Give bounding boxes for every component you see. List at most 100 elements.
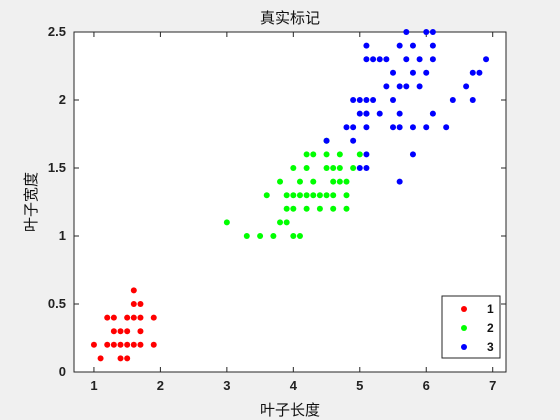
data-point-series-3 xyxy=(429,56,436,63)
x-tick-label: 7 xyxy=(489,378,496,393)
axis-ticks: 1 2 3 4 5 6 7 0 0.5 1 1.5 2 2.5 xyxy=(48,24,506,393)
data-point-series-1 xyxy=(110,328,117,335)
data-point-series-2 xyxy=(310,192,317,199)
data-point-series-2 xyxy=(290,233,297,239)
data-point-series-3 xyxy=(416,83,423,90)
data-point-series-3 xyxy=(423,69,430,76)
legend-label: 3 xyxy=(487,340,494,354)
data-point-series-2 xyxy=(336,151,343,158)
data-point-series-2 xyxy=(296,233,303,239)
data-point-series-2 xyxy=(283,219,290,226)
data-point-series-2 xyxy=(316,192,323,199)
x-tick-label: 4 xyxy=(290,378,298,393)
data-point-series-3 xyxy=(463,83,470,90)
data-point-series-3 xyxy=(356,165,363,171)
data-point-series-2 xyxy=(330,192,337,199)
data-point-series-3 xyxy=(403,29,410,35)
legend-label: 1 xyxy=(487,302,494,316)
data-point-series-3 xyxy=(350,124,357,131)
data-point-series-3 xyxy=(476,69,483,76)
data-point-series-3 xyxy=(323,137,330,144)
x-tick-label: 2 xyxy=(157,378,164,393)
data-point-series-2 xyxy=(270,233,277,239)
plot-area xyxy=(73,31,507,373)
data-point-series-1 xyxy=(130,301,137,307)
data-point-series-2 xyxy=(323,165,330,171)
data-point-series-1 xyxy=(124,355,131,362)
data-point-series-2 xyxy=(303,151,310,158)
data-point-series-3 xyxy=(423,124,430,131)
data-point-series-3 xyxy=(363,165,370,171)
data-point-series-2 xyxy=(330,178,337,185)
data-point-series-3 xyxy=(363,124,370,131)
data-point-series-3 xyxy=(363,42,370,49)
x-tick-label: 6 xyxy=(423,378,430,393)
data-point-series-3 xyxy=(363,97,370,103)
data-point-series-1 xyxy=(90,341,97,348)
data-point-series-2 xyxy=(257,233,264,239)
data-point-series-1 xyxy=(150,341,157,348)
data-point-series-2 xyxy=(316,205,323,212)
data-point-series-1 xyxy=(110,341,117,348)
data-point-series-1 xyxy=(137,301,144,307)
data-point-series-3 xyxy=(356,110,363,117)
x-tick-label: 1 xyxy=(90,378,97,393)
legend-label: 2 xyxy=(487,321,494,335)
data-point-series-2 xyxy=(283,205,290,212)
legend: 1 2 3 xyxy=(441,295,501,359)
y-tick-label: 0.5 xyxy=(48,296,66,311)
data-point-series-3 xyxy=(409,151,416,158)
data-point-series-2 xyxy=(303,192,310,199)
data-point-series-3 xyxy=(403,83,410,90)
data-point-series-2 xyxy=(296,192,303,199)
data-point-series-3 xyxy=(396,124,403,131)
data-point-series-2 xyxy=(290,165,297,171)
data-point-series-3 xyxy=(363,56,370,63)
data-point-series-3 xyxy=(350,97,357,103)
data-point-series-2 xyxy=(350,165,357,171)
data-point-series-3 xyxy=(449,97,456,103)
y-tick-label: 2 xyxy=(59,92,66,107)
data-point-series-2 xyxy=(330,165,337,171)
y-axis-title: 叶子宽度 xyxy=(22,172,40,232)
data-point-series-3 xyxy=(409,42,416,49)
data-point-series-2 xyxy=(356,151,363,158)
data-point-series-2 xyxy=(330,205,337,212)
data-point-series-3 xyxy=(423,29,430,35)
data-point-series-2 xyxy=(310,178,317,185)
data-point-series-3 xyxy=(356,97,363,103)
y-tick-label: 1 xyxy=(59,228,66,243)
data-point-series-3 xyxy=(396,178,403,185)
data-point-series-2 xyxy=(343,178,350,185)
data-point-series-2 xyxy=(223,219,230,226)
data-point-series-3 xyxy=(370,97,377,103)
data-point-series-1 xyxy=(150,314,157,321)
data-point-series-3 xyxy=(429,42,436,49)
data-point-series-2 xyxy=(336,165,343,171)
data-point-series-1 xyxy=(104,314,111,321)
data-point-series-3 xyxy=(443,124,450,131)
data-point-series-1 xyxy=(104,341,111,348)
data-point-series-2 xyxy=(296,178,303,185)
data-point-series-2 xyxy=(310,151,317,158)
data-point-series-3 xyxy=(370,56,377,63)
data-point-series-2 xyxy=(243,233,250,239)
data-point-series-3 xyxy=(390,124,397,131)
data-point-series-3 xyxy=(409,69,416,76)
x-tick-label: 3 xyxy=(223,378,230,393)
y-tick-label: 2.5 xyxy=(48,24,66,39)
data-point-series-3 xyxy=(363,110,370,117)
data-point-series-1 xyxy=(97,355,104,362)
data-point-series-1 xyxy=(130,287,137,294)
data-point-series-2 xyxy=(263,192,270,199)
data-point-series-1 xyxy=(124,341,131,348)
data-point-series-3 xyxy=(429,110,436,117)
legend-marker xyxy=(461,325,467,331)
legend-box xyxy=(441,295,501,359)
y-tick-label: 0 xyxy=(59,364,66,379)
data-point-series-3 xyxy=(363,151,370,158)
data-point-series-3 xyxy=(383,56,390,63)
data-point-series-1 xyxy=(137,341,144,348)
chart-title: 真实标记 xyxy=(260,9,320,27)
